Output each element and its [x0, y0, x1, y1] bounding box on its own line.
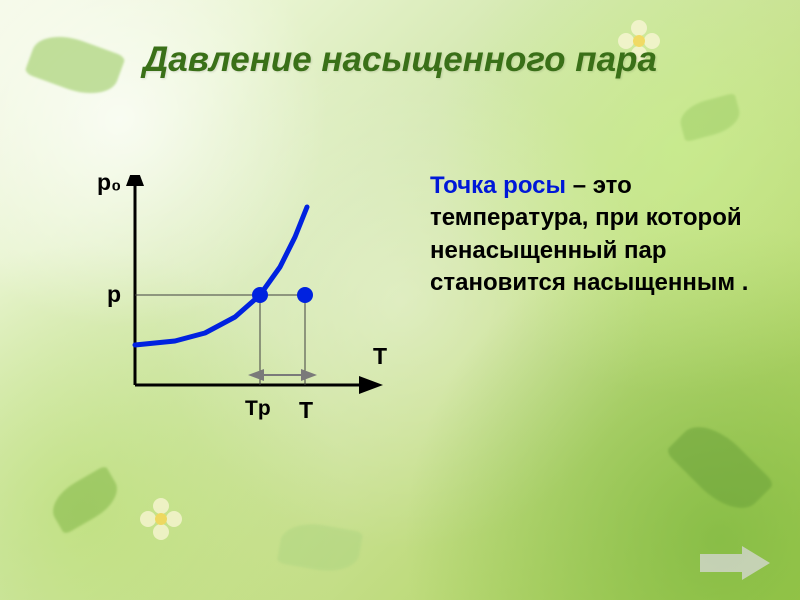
page-title: Давление насыщенного пара	[0, 40, 800, 80]
y-tick-label: p	[107, 281, 121, 308]
next-arrow-icon[interactable]	[700, 546, 770, 580]
x-axis-right-label: T	[373, 343, 387, 370]
x-tick-Tp-label: Tр	[245, 397, 271, 421]
x-tick-T-label: T	[299, 397, 313, 424]
definition-text: Точка росы – это температура, при которо…	[430, 170, 750, 300]
pressure-chart: p₀ p T Tр T	[95, 175, 395, 445]
y-axis-label: p₀	[97, 169, 121, 196]
definition-term: Точка росы	[430, 172, 566, 199]
